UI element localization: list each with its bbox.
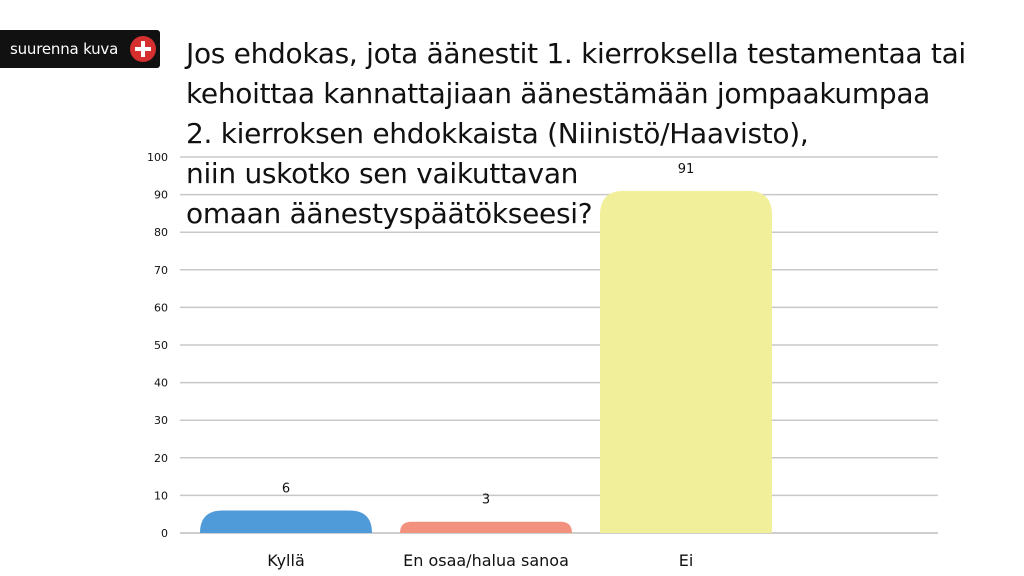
data-label: 3 [482, 493, 490, 508]
data-label: 91 [678, 162, 695, 177]
y-tick-label: 80 [154, 226, 168, 239]
y-tick-label: 20 [154, 452, 168, 465]
zoom-image-button[interactable]: suurenna kuva [0, 30, 160, 68]
plus-circle-icon [130, 36, 156, 62]
bar [400, 521, 572, 533]
y-tick-label: 90 [154, 189, 168, 202]
y-axis-ticks: 0 10 20 30 40 50 60 70 80 90 100 [147, 151, 168, 540]
zoom-image-label: suurenna kuva [10, 40, 119, 58]
y-tick-label: 70 [154, 264, 168, 277]
x-category-label: Kyllä [267, 551, 305, 570]
y-tick-label: 40 [154, 377, 168, 390]
y-tick-label: 50 [154, 339, 168, 352]
y-tick-label: 100 [147, 151, 168, 164]
data-label: 6 [282, 481, 290, 496]
y-tick-label: 60 [154, 301, 168, 314]
x-axis-categories: Kyllä En osaa/halua sanoa Ei [267, 551, 693, 570]
y-tick-label: 10 [154, 489, 168, 502]
bars [200, 190, 772, 533]
x-category-label: En osaa/halua sanoa [403, 551, 569, 570]
data-labels: 6 3 91 [282, 162, 694, 508]
gridlines [180, 156, 938, 534]
y-tick-label: 30 [154, 414, 168, 427]
bar [600, 190, 772, 533]
bar [200, 510, 372, 533]
x-category-label: Ei [679, 551, 694, 570]
y-tick-label: 0 [161, 527, 168, 540]
